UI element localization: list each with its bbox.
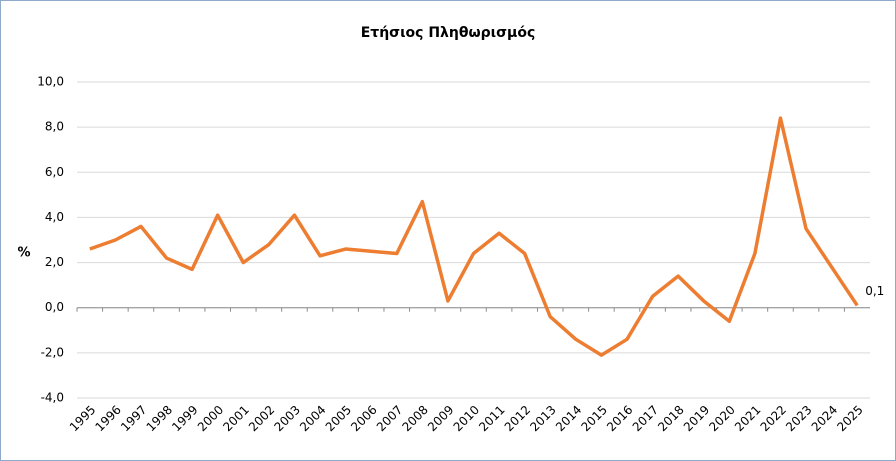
y-tick-label: 2,0 xyxy=(45,255,64,269)
data-label: 0,1 xyxy=(865,284,884,298)
chart-title: Ετήσιος Πληθωρισμός xyxy=(361,25,536,41)
data-line xyxy=(89,116,859,357)
y-tick-label: 0,0 xyxy=(45,300,64,314)
y-tick-label: 8,0 xyxy=(45,120,64,134)
y-tick-label: -2,0 xyxy=(41,345,64,359)
y-tick-label: -4,0 xyxy=(41,391,64,405)
y-tick-label: 4,0 xyxy=(45,210,64,224)
y-tick-label: 10,0 xyxy=(37,75,64,89)
y-axis-label: % xyxy=(17,246,30,261)
y-tick-label: 6,0 xyxy=(45,165,64,179)
